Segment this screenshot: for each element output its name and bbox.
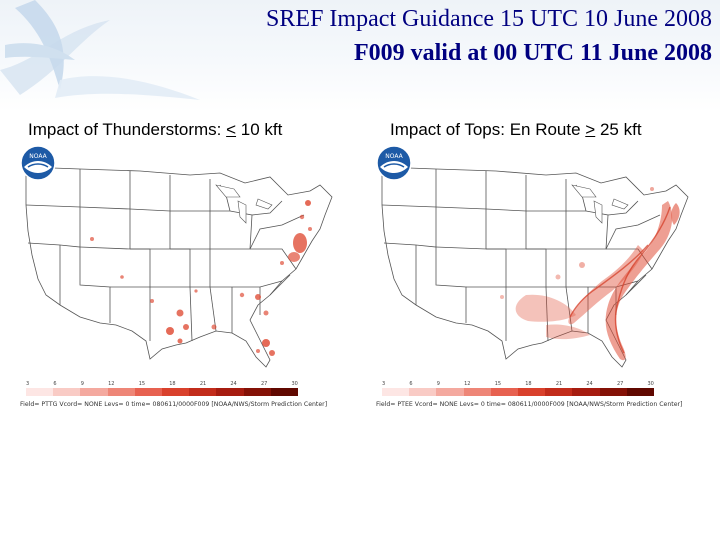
scale-tick: 6 bbox=[409, 381, 413, 387]
color-scale-swatch bbox=[382, 388, 410, 396]
scale-tick: 27 bbox=[616, 381, 624, 387]
us-map-thunderstorms bbox=[25, 166, 333, 368]
slide-title-line1: SREF Impact Guidance 15 UTC 10 June 2008 bbox=[266, 6, 712, 32]
scale-tick: 21 bbox=[199, 381, 207, 387]
noaa-logo-text: NOAA bbox=[385, 153, 403, 160]
color-scale-swatch bbox=[162, 388, 190, 396]
scale-tick: 15 bbox=[138, 381, 146, 387]
scale-tick: 24 bbox=[586, 381, 593, 387]
panel-title-symbol: > bbox=[585, 120, 596, 139]
slide-title-line2: F009 valid at 00 UTC 11 June 2008 bbox=[353, 40, 712, 66]
color-scale-swatch bbox=[463, 388, 491, 396]
color-scale-ticks: 3 6 9 12 15 18 21 24 27 30 bbox=[26, 381, 298, 388]
scale-tick: 27 bbox=[260, 381, 268, 387]
color-scale-swatch bbox=[572, 388, 600, 396]
scale-tick: 30 bbox=[647, 381, 654, 387]
scale-tick: 12 bbox=[464, 381, 471, 387]
panel-title-suffix: 10 kft bbox=[236, 120, 283, 139]
color-scale-swatch bbox=[26, 388, 54, 396]
noaa-logo-text: NOAA bbox=[29, 153, 47, 160]
map-panel-thunderstorms: 3 6 9 12 15 18 21 24 27 30 Field= PTTG V… bbox=[20, 145, 358, 413]
color-scale-swatch bbox=[599, 388, 627, 396]
scale-tick: 3 bbox=[26, 381, 30, 387]
color-scale-swatch bbox=[80, 388, 108, 396]
scale-tick: 9 bbox=[80, 381, 84, 387]
scale-tick: 18 bbox=[169, 381, 176, 387]
logo-swirl-icon bbox=[0, 0, 200, 100]
color-scale-swatch bbox=[189, 388, 217, 396]
color-scale-swatch bbox=[216, 388, 244, 396]
color-scale-swatch bbox=[490, 388, 519, 396]
scale-tick: 6 bbox=[53, 381, 57, 387]
scale-tick: 18 bbox=[525, 381, 532, 387]
scale-tick: 3 bbox=[382, 381, 386, 387]
color-scale-swatch bbox=[436, 388, 464, 396]
color-scale-swatch bbox=[626, 388, 655, 396]
color-scale-bar bbox=[382, 388, 655, 396]
color-scale-swatch bbox=[270, 388, 299, 396]
scale-tick: 24 bbox=[230, 381, 237, 387]
color-scale-swatch bbox=[545, 388, 573, 396]
map-footer: Field= PTEE Vcord= NONE Levs= 0 time= 08… bbox=[376, 401, 683, 408]
color-scale-swatch bbox=[53, 388, 81, 396]
scale-tick: 9 bbox=[436, 381, 440, 387]
scale-tick: 30 bbox=[291, 381, 298, 387]
map-panel-tops: 3 6 9 12 15 18 21 24 27 30 Field= PTEE V… bbox=[376, 145, 714, 413]
color-scale-swatch bbox=[107, 388, 135, 396]
color-scale-swatch bbox=[134, 388, 163, 396]
noaa-logo-icon: NOAA bbox=[376, 145, 412, 181]
scale-tick: 15 bbox=[494, 381, 502, 387]
panel-title-thunderstorms: Impact of Thunderstorms: < 10 kft bbox=[28, 120, 282, 140]
us-map-tops bbox=[381, 166, 689, 368]
panel-title-suffix: 25 kft bbox=[595, 120, 642, 139]
panel-title-tops: Impact of Tops: En Route > 25 kft bbox=[390, 120, 642, 140]
color-scale-swatch bbox=[243, 388, 271, 396]
map-footer: Field= PTTG Vcord= NONE Levs= 0 time= 08… bbox=[20, 401, 328, 408]
color-scale-swatch bbox=[409, 388, 437, 396]
scale-tick: 12 bbox=[108, 381, 115, 387]
noaa-logo-icon: NOAA bbox=[20, 145, 56, 181]
color-scale-ticks: 3 6 9 12 15 18 21 24 27 30 bbox=[382, 381, 654, 388]
panel-title-prefix: Impact of Tops: En Route bbox=[390, 120, 586, 139]
color-scale-swatch bbox=[518, 388, 546, 396]
panel-title-prefix: Impact of Thunderstorms: bbox=[28, 120, 227, 139]
color-scale-bar bbox=[26, 388, 299, 396]
panel-title-symbol: < bbox=[226, 120, 237, 139]
scale-tick: 21 bbox=[555, 381, 563, 387]
